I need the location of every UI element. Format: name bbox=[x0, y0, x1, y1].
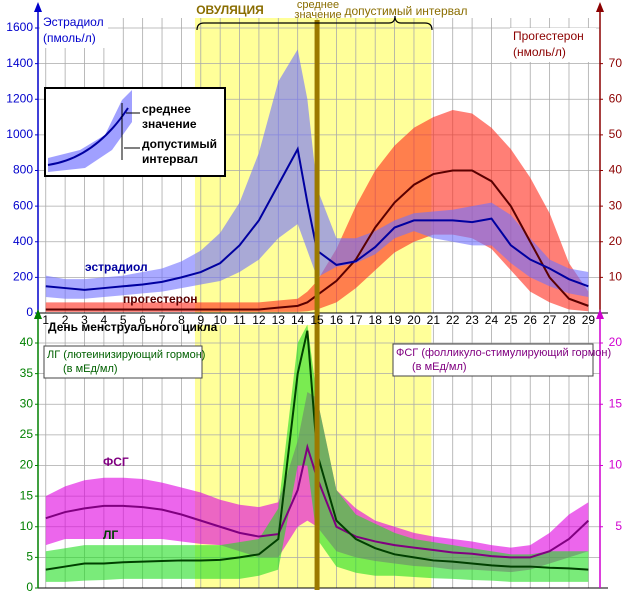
y-tick-label: 40 bbox=[20, 335, 34, 349]
y2-tick-label: 50 bbox=[609, 127, 623, 141]
x-tick-label: 11 bbox=[233, 313, 246, 327]
x-tick-label: 12 bbox=[252, 313, 266, 327]
range-band bbox=[45, 49, 589, 299]
y-axis-title: ЛГ (лютеинизирующий гормон) bbox=[47, 349, 205, 361]
series-label: ЛГ bbox=[103, 528, 118, 542]
series-label: ФСГ bbox=[103, 455, 129, 469]
inset-legend bbox=[44, 87, 226, 177]
mean-label: значение bbox=[294, 9, 341, 21]
y-axis-title: Эстрадиол bbox=[43, 15, 104, 29]
x-tick-label: 23 bbox=[465, 313, 479, 327]
y-tick-label: 1400 bbox=[6, 56, 33, 70]
label-box bbox=[510, 28, 596, 62]
x-tick-label: 26 bbox=[524, 313, 538, 327]
y2-tick-label: 70 bbox=[609, 56, 623, 70]
y2-axis-title: (нмоль/л) bbox=[513, 45, 566, 59]
x-axis-title: День менструального цикла bbox=[48, 320, 218, 334]
range-label: допустимый интервал bbox=[344, 4, 467, 18]
inset-range-label: интервал bbox=[142, 152, 198, 166]
y2-axis-title: (в мЕд/мл) bbox=[412, 361, 467, 373]
label-box bbox=[40, 14, 108, 48]
x-tick-label: 1 bbox=[42, 313, 49, 327]
y2-tick-label: 10 bbox=[609, 270, 623, 284]
y2-axis-title: ФСГ (фолликуло-стимулирующий гормон) bbox=[396, 347, 611, 359]
y2-tick-label: 40 bbox=[609, 163, 623, 177]
x-tick-label: 5 bbox=[120, 313, 127, 327]
axis-arrow bbox=[596, 309, 604, 319]
y-tick-label: 600 bbox=[13, 198, 33, 212]
y-tick-label: 1600 bbox=[6, 20, 33, 34]
y-axis-title: (в мЕд/мл) bbox=[63, 363, 118, 375]
mean-line bbox=[45, 443, 590, 559]
y-tick-label: 20 bbox=[20, 458, 34, 472]
x-tick-label: 7 bbox=[159, 313, 166, 327]
x-tick-label: 9 bbox=[197, 313, 204, 327]
inset-mean-label: значение bbox=[142, 117, 197, 131]
axis-arrow bbox=[34, 2, 42, 12]
mean-line bbox=[45, 169, 589, 311]
y-tick-label: 400 bbox=[13, 234, 33, 248]
range-band bbox=[45, 109, 589, 312]
series-label: эстрадиол bbox=[85, 260, 148, 274]
y2-tick-label: 20 bbox=[609, 335, 623, 349]
x-tick-label: 22 bbox=[446, 313, 460, 327]
y-tick-label: 15 bbox=[20, 488, 34, 502]
y2-tick-label: 15 bbox=[609, 396, 623, 410]
x-tick-label: 8 bbox=[178, 313, 185, 327]
axis-arrow bbox=[596, 2, 604, 12]
y2-tick-label: 20 bbox=[609, 234, 623, 248]
x-tick-label: 28 bbox=[562, 313, 576, 327]
y2-tick-label: 60 bbox=[609, 91, 623, 105]
x-tick-label: 16 bbox=[330, 313, 344, 327]
mean-line bbox=[45, 146, 589, 291]
y-tick-label: 10 bbox=[20, 519, 34, 533]
inset-line bbox=[47, 107, 129, 166]
x-tick-label: 19 bbox=[388, 313, 402, 327]
x-tick-label: 29 bbox=[582, 313, 596, 327]
y2-axis-title: Прогестерон bbox=[513, 29, 584, 43]
inset-mean-label: среднее bbox=[142, 102, 191, 116]
y-tick-label: 1000 bbox=[6, 127, 33, 141]
y-tick-label: 800 bbox=[13, 163, 33, 177]
x-tick-label: 25 bbox=[504, 313, 518, 327]
x-tick-label: 27 bbox=[543, 313, 557, 327]
y-tick-label: 0 bbox=[26, 580, 33, 594]
y2-tick-label: 5 bbox=[615, 519, 622, 533]
x-tick-label: 4 bbox=[101, 313, 108, 327]
x-tick-label: 15 bbox=[310, 313, 324, 327]
y-tick-label: 25 bbox=[20, 427, 34, 441]
y-axis-title: (пмоль/л) bbox=[43, 31, 96, 45]
y-tick-label: 30 bbox=[20, 396, 34, 410]
label-box bbox=[392, 343, 594, 377]
y-tick-label: 200 bbox=[13, 270, 33, 284]
mean-label: среднее bbox=[297, 0, 339, 11]
x-tick-label: 18 bbox=[369, 313, 383, 327]
inset-range-label: допустимый bbox=[142, 137, 217, 151]
x-tick-label: 24 bbox=[485, 313, 499, 327]
x-tick-label: 17 bbox=[349, 313, 363, 327]
y-tick-label: 0 bbox=[26, 305, 33, 319]
plot-layers bbox=[34, 2, 608, 590]
series-label: прогестерон bbox=[123, 292, 198, 306]
x-tick-label: 14 bbox=[291, 313, 305, 327]
x-tick-label: 13 bbox=[272, 313, 286, 327]
y-tick-label: 5 bbox=[26, 550, 33, 564]
ovulation-label: ОВУЛЯЦИЯ bbox=[196, 3, 264, 17]
label-box bbox=[43, 345, 203, 379]
y2-tick-label: 30 bbox=[609, 198, 623, 212]
x-tick-label: 10 bbox=[213, 313, 227, 327]
axis-arrow bbox=[34, 309, 42, 319]
x-tick-label: 20 bbox=[407, 313, 421, 327]
x-tick-label: 2 bbox=[62, 313, 69, 327]
y-tick-label: 1200 bbox=[6, 91, 33, 105]
mean-line bbox=[45, 330, 589, 571]
y2-tick-label: 10 bbox=[609, 458, 623, 472]
interval-brace bbox=[196, 15, 433, 31]
x-tick-label: 21 bbox=[427, 313, 441, 327]
x-tick-label: 3 bbox=[81, 313, 88, 327]
x-tick-label: 6 bbox=[139, 313, 146, 327]
y-tick-label: 35 bbox=[20, 366, 34, 380]
